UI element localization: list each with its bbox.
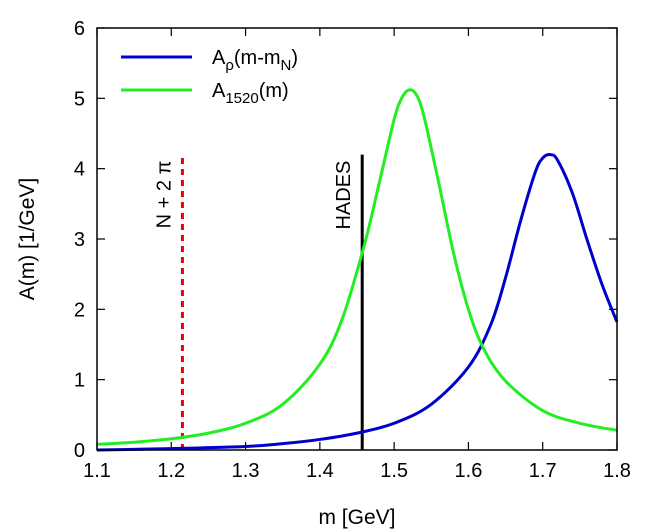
x-tick-label: 1.2	[157, 460, 185, 482]
y-axis-ticks: 0 1 2 3 4 5 6	[74, 18, 617, 462]
x-tick-label: 1.6	[455, 460, 483, 482]
plot-frame	[96, 27, 618, 451]
series-lines	[96, 88, 619, 452]
y-axis-label: A(m) [1/GeV]	[16, 178, 39, 301]
y-tick-label: 3	[74, 229, 85, 251]
y-tick-label: 5	[74, 88, 85, 110]
y-tick-label: 4	[74, 159, 85, 181]
annotation-label-0: N + 2 π	[153, 161, 175, 229]
x-tick-label: 1.5	[380, 460, 408, 482]
y-tick-label: 0	[74, 440, 85, 462]
y-tick-label: 2	[74, 299, 85, 321]
legend: Aρ(m-mN) A1520(m)	[121, 47, 298, 107]
series-line-1	[96, 88, 618, 446]
annotation-label-1: HADES	[333, 161, 355, 230]
legend-label-0: Aρ(m-mN)	[212, 47, 298, 74]
x-tick-label: 1.8	[603, 460, 631, 482]
x-tick-label: 1.3	[232, 460, 260, 482]
y-tick-label: 1	[74, 370, 85, 392]
y-tick-label: 6	[74, 18, 85, 40]
legend-label-1: A1520(m)	[212, 80, 289, 107]
series-line-0	[96, 153, 619, 452]
x-axis-ticks: 1.1 1.2 1.3 1.4 1.5 1.6 1.7 1.8	[83, 28, 631, 482]
annotations: N + 2 π HADES	[153, 154, 364, 450]
x-tick-label: 1.4	[306, 460, 334, 482]
x-tick-label: 1.1	[83, 460, 111, 482]
x-axis-label: m [GeV]	[318, 506, 395, 529]
x-tick-label: 1.7	[529, 460, 557, 482]
